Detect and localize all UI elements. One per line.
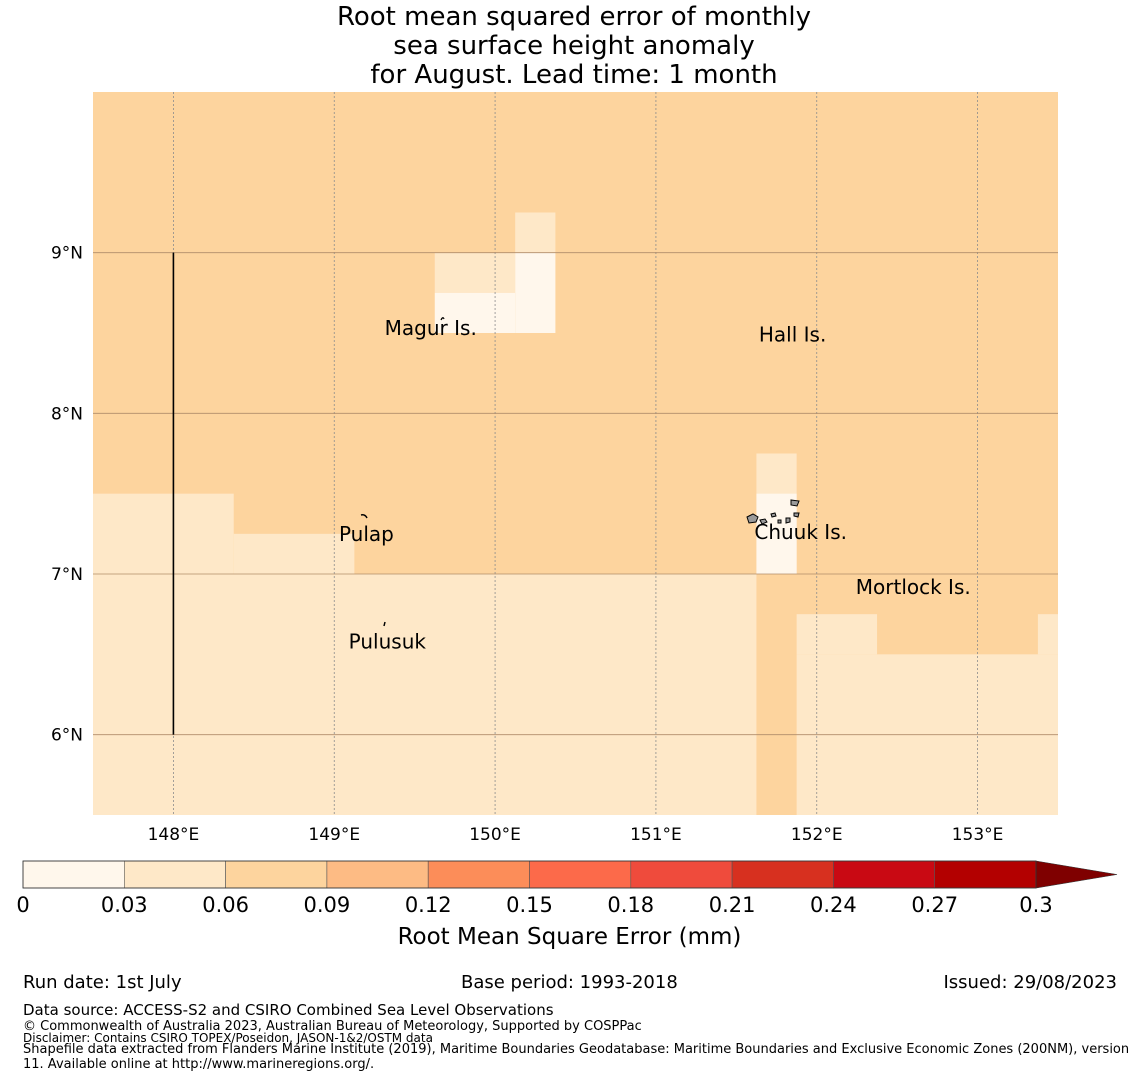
run-date: Run date: 1st July (23, 972, 182, 993)
rmse-cell-region (1037, 614, 1058, 655)
title-line-1: Root mean squared error of monthly (336, 2, 812, 32)
colorbar-tick-label: 0.12 (405, 893, 452, 917)
place-label: Hall Is. (759, 323, 826, 347)
title-line-3: for August. Lead time: 1 month (370, 60, 778, 90)
axis-tick-labels: 148°E 149°E 150°E 151°E 152°E 153°E 6°N 7°N 8°N 9… (51, 244, 1003, 845)
rmse-cell-region (796, 614, 878, 655)
rmse-cell-region (434, 292, 516, 333)
colorbar-segment (124, 860, 226, 889)
place-label: Pulap (339, 522, 394, 546)
colorbar-segment (529, 860, 632, 889)
map-title: Root mean squared error of monthly sea s… (0, 3, 1140, 90)
colorbar-segment (326, 860, 429, 889)
place-labels: Magur Is. Hall Is. Pulap Chuuk Is. Mortlock … (339, 316, 971, 653)
title-line-2: sea surface height anomaly (393, 31, 755, 61)
pulap-island-shape (360, 514, 368, 519)
lon-tick-label: 152°E (791, 825, 843, 845)
colorbar-tick-label: 0.03 (101, 893, 148, 917)
colorbar-tick-label: 0.06 (202, 893, 249, 917)
rmse-cell-region (515, 252, 556, 333)
rmse-cell-region (93, 493, 234, 574)
island-outlines (360, 317, 800, 627)
lat-tick-label: 9°N (51, 244, 83, 264)
place-label: Chuuk Is. (754, 520, 847, 544)
place-label: Mortlock Is. (856, 575, 971, 599)
colorbar-tick-label: 0.18 (607, 893, 654, 917)
colorbar-tick-label: 0.3 (1019, 893, 1052, 917)
data-source: Data source: ACCESS-S2 and CSIRO Combine… (23, 1001, 554, 1019)
issued-date: Issued: 29/08/2023 (943, 972, 1117, 993)
colorbar-segment (934, 860, 1037, 889)
colorbar-tick-label: 0 (16, 893, 29, 917)
colorbar-tick-label: 0.27 (911, 893, 958, 917)
map-area (93, 92, 1058, 815)
lon-tick-label: 153°E (952, 825, 1004, 845)
place-label: Magur Is. (385, 316, 477, 340)
base-period: Base period: 1993-2018 (461, 972, 678, 993)
disclaimer: Disclaimer: Contains CSIRO TOPEX/Poseido… (23, 1031, 433, 1045)
rmse-cell-region (93, 574, 757, 815)
lat-tick-label: 6°N (51, 726, 83, 746)
colorbar-extend-arrow (1035, 860, 1118, 889)
colorbar-segment (427, 860, 530, 889)
colorbar-tick-label: 0.09 (304, 893, 351, 917)
map-figure: Magur Is. Hall Is. Pulap Chuuk Is. Mortlock … (16, 92, 1118, 950)
lon-tick-label: 150°E (469, 825, 521, 845)
rmse-cell-region (233, 533, 355, 574)
lat-tick-label: 7°N (51, 565, 83, 585)
copyright: © Commonwealth of Australia 2023, Austra… (23, 1019, 642, 1034)
colorbar-tick-label: 0.24 (810, 893, 857, 917)
colorbar-segment (731, 860, 834, 889)
pulusuk-island-shape (383, 621, 386, 627)
rmse-cell-region (434, 252, 516, 293)
lon-tick-label: 149°E (308, 825, 360, 845)
colorbar-label: Root Mean Square Error (mm) (398, 924, 742, 950)
colorbar: 0 0.03 0.06 0.09 0.12 0.15 0.18 0.21 0.24 0.27 0.3… (16, 860, 1118, 950)
colorbar-segment (630, 860, 733, 889)
chuuk-island-shapes (746, 499, 800, 525)
place-label: Pulusuk (349, 629, 427, 653)
colorbar-frame (22, 860, 1037, 889)
lon-tick-label: 151°E (630, 825, 682, 845)
colorbar-tick-label: 0.15 (506, 893, 553, 917)
magur-island-shape (440, 317, 445, 321)
colorbar-segment (22, 860, 125, 889)
lon-tick-label: 148°E (148, 825, 200, 845)
colorbar-segment (833, 860, 936, 889)
colorbar-tick-label: 0.21 (709, 893, 756, 917)
lat-tick-label: 8°N (51, 404, 83, 424)
rmse-cell-region (515, 212, 556, 253)
colorbar-segment (225, 860, 328, 889)
shapefile-credit: Shapefile data extracted from Flanders M… (23, 1042, 1130, 1072)
rmse-cell-region (756, 493, 797, 574)
